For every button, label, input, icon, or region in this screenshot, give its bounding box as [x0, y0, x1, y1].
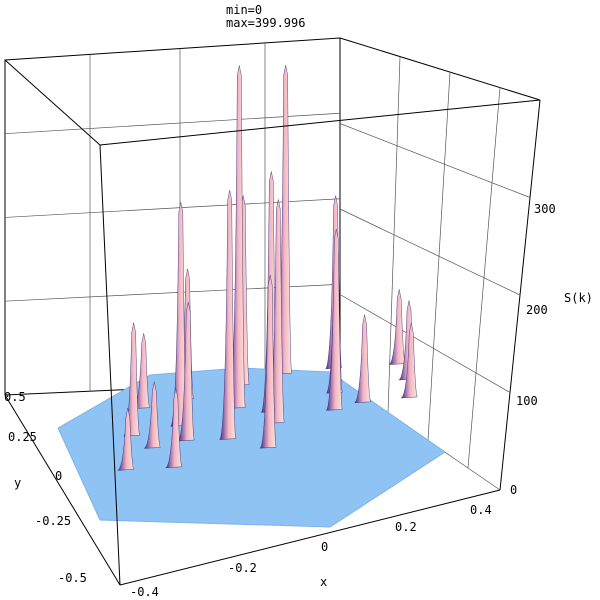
- front-top-right: [99, 99, 541, 146]
- x-tick-label: -0.4: [130, 585, 159, 599]
- z-tick-label: 0: [510, 483, 517, 497]
- annotation-max: max=399.996: [226, 16, 305, 30]
- x-tick-label: 0.2: [395, 520, 417, 534]
- surface-peak: [178, 301, 195, 442]
- y-tick-label: 0.25: [8, 430, 37, 444]
- x-tick-label: -0.2: [228, 561, 257, 575]
- surface-peak: [401, 322, 418, 399]
- surface-peak: [219, 190, 237, 440]
- surface-peak: [144, 381, 161, 449]
- surface-peak: [117, 407, 135, 471]
- grid-line: [339, 208, 521, 296]
- surface-peak: [326, 228, 343, 411]
- grid-line: [4, 112, 341, 135]
- front-bottom-right: [119, 489, 501, 586]
- front-top-left: [4, 59, 101, 146]
- front-vertical: [99, 144, 121, 586]
- tick-labels: -0.4 -0.2 0 0.2 0.4 0.5 0.25 0 -0.25 -0.…: [4, 202, 556, 599]
- front-bottom-left: [4, 394, 121, 586]
- grid-line: [4, 198, 341, 218]
- grid-line: [339, 123, 531, 198]
- z-axis-label: S(k): [564, 291, 593, 305]
- x-tick-label: 0: [321, 540, 328, 554]
- surface-peak: [354, 314, 372, 403]
- y-axis-label: y: [14, 476, 21, 490]
- back-wall-right-top: [339, 37, 541, 101]
- grid-line: [339, 294, 511, 393]
- surface-peak: [165, 388, 183, 468]
- surface-peak: [259, 275, 277, 449]
- annotation-min: min=0: [226, 3, 262, 17]
- box-front-edges: [4, 59, 541, 586]
- y-tick-label: 0: [55, 469, 62, 483]
- y-tick-label: -0.25: [35, 514, 71, 528]
- z-tick-label: 100: [516, 394, 538, 408]
- peaks-group: [117, 65, 418, 471]
- z-tick-label: 200: [526, 303, 548, 317]
- x-tick-label: 0.4: [470, 503, 492, 517]
- z-tick-label: 300: [534, 202, 556, 216]
- y-tick-label: 0.5: [4, 390, 26, 404]
- y-tick-label: -0.5: [58, 571, 87, 585]
- x-axis-label: x: [320, 575, 327, 589]
